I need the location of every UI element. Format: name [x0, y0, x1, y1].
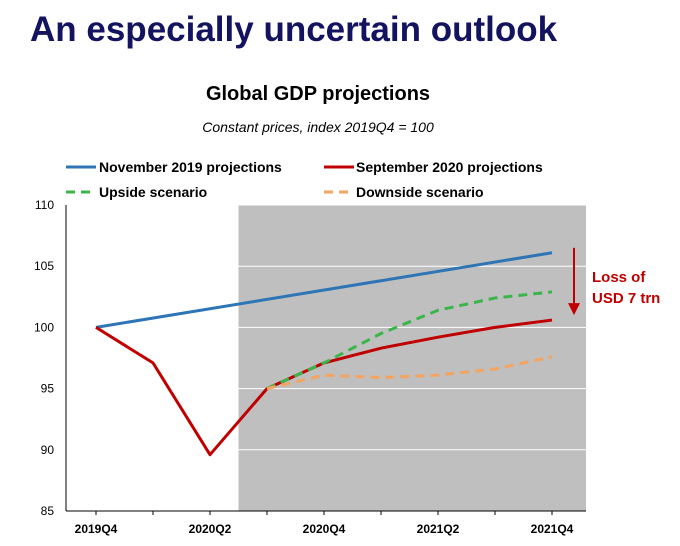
y-tick-label-95: 95 [41, 382, 55, 396]
x-tick-label-2021Q4: 2021Q4 [531, 522, 574, 536]
chart-subtitle: Constant prices, index 2019Q4 = 100 [202, 119, 434, 135]
legend-label-upside: Upside scenario [99, 184, 207, 200]
annotation-line-2: USD 7 trn [592, 290, 660, 307]
y-tick-label-90: 90 [41, 443, 55, 457]
x-tick-label-2020Q2: 2020Q2 [189, 522, 232, 536]
slide-title: An especially uncertain outlook [30, 10, 558, 49]
y-tick-label-85: 85 [41, 504, 55, 518]
y-tick-label-110: 110 [35, 198, 54, 212]
x-tick-label-2021Q2: 2021Q2 [417, 522, 460, 536]
legend-label-downside: Downside scenario [356, 184, 484, 200]
series-line-2 [266, 290, 553, 390]
legend-label-sep2020: September 2020 projections [356, 159, 543, 175]
legend-label-nov2019: November 2019 projections [99, 159, 282, 175]
forecast-shaded-region [238, 205, 586, 511]
chart-title: Global GDP projections [206, 83, 430, 105]
y-tick-label-105: 105 [34, 259, 54, 273]
legend: November 2019 projections September 2020… [66, 159, 543, 200]
y-tick-label-100: 100 [34, 320, 54, 334]
x-tick-label-2020Q4: 2020Q4 [303, 522, 346, 536]
loss-annotation: Loss of USD 7 trn [568, 247, 660, 316]
loss-arrow-head [568, 303, 580, 316]
annotation-line-1: Loss of [592, 269, 646, 286]
series-line-0 [95, 251, 553, 329]
series-line-3 [266, 355, 553, 391]
x-tick-label-2019Q4: 2019Q4 [75, 522, 118, 536]
